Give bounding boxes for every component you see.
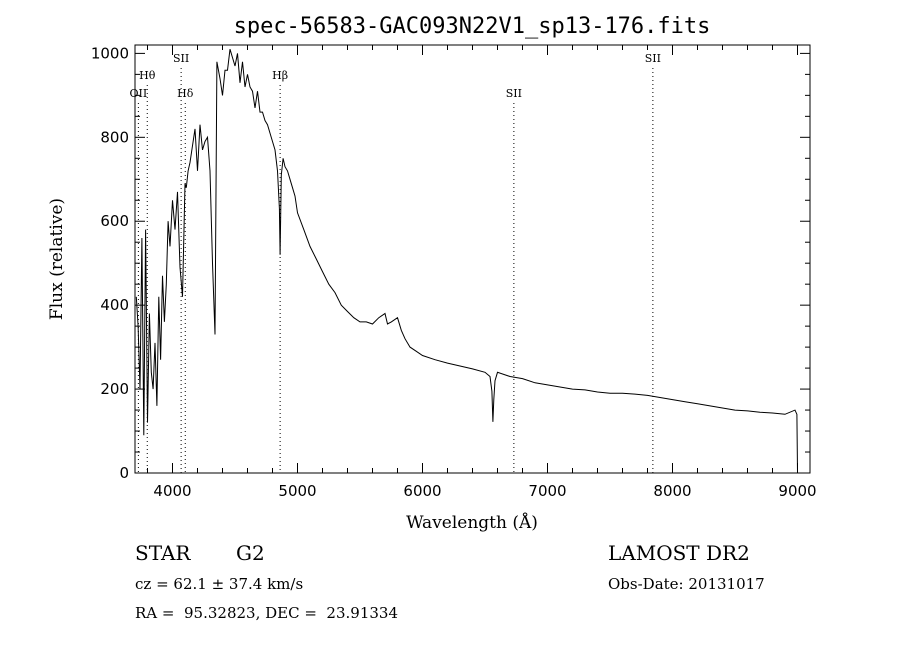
coordinates: RA = 95.32823, DEC = 23.91334 — [135, 604, 399, 622]
spectral-line-label: SII — [173, 52, 189, 65]
axis-ticks — [135, 45, 810, 474]
x-tick-label: 5000 — [278, 482, 316, 500]
x-axis-label: Wavelength (Å) — [406, 512, 538, 533]
spectrum-line — [135, 49, 798, 473]
observation-date: Obs-Date: 20131017 — [608, 575, 765, 593]
y-tick-label: 600 — [100, 212, 129, 230]
y-tick-label: 800 — [100, 128, 129, 146]
spectral-line-label: Hβ — [272, 69, 288, 82]
x-tick-label: 4000 — [153, 482, 191, 500]
chart-title: spec-56583-GAC093N22V1_sp13-176.fits — [234, 14, 711, 39]
spectral-subclass: G2 — [236, 541, 265, 565]
object-class: STAR — [135, 541, 191, 565]
y-tick-label: 200 — [100, 380, 129, 398]
x-tick-label: 6000 — [403, 482, 441, 500]
y-tick-label: 0 — [119, 464, 129, 482]
plot-frame — [134, 44, 811, 474]
axis-tick-labels: 4000 5000 6000 7000 8000 9000 0 200 400 600 800 100… — [91, 44, 817, 500]
spectral-line-label: Hδ — [177, 87, 194, 100]
spectral-line-label: OII — [130, 87, 148, 100]
y-tick-label: 1000 — [91, 44, 129, 62]
x-tick-label: 9000 — [778, 482, 816, 500]
y-axis-label: Flux (relative) — [47, 198, 67, 320]
spectral-line-label: SII — [506, 87, 522, 100]
spectral-line-label: Hθ — [139, 69, 156, 82]
redshift-velocity: cz = 62.1 ± 37.4 km/s — [135, 575, 304, 593]
spectral-line-label: SII — [645, 52, 661, 65]
spectral-line-guides: OII Hθ SII Hδ Hβ SII SII — [130, 52, 661, 473]
survey-name: LAMOST DR2 — [608, 541, 750, 565]
x-tick-label: 7000 — [528, 482, 566, 500]
y-tick-label: 400 — [100, 296, 129, 314]
x-tick-label: 8000 — [653, 482, 691, 500]
